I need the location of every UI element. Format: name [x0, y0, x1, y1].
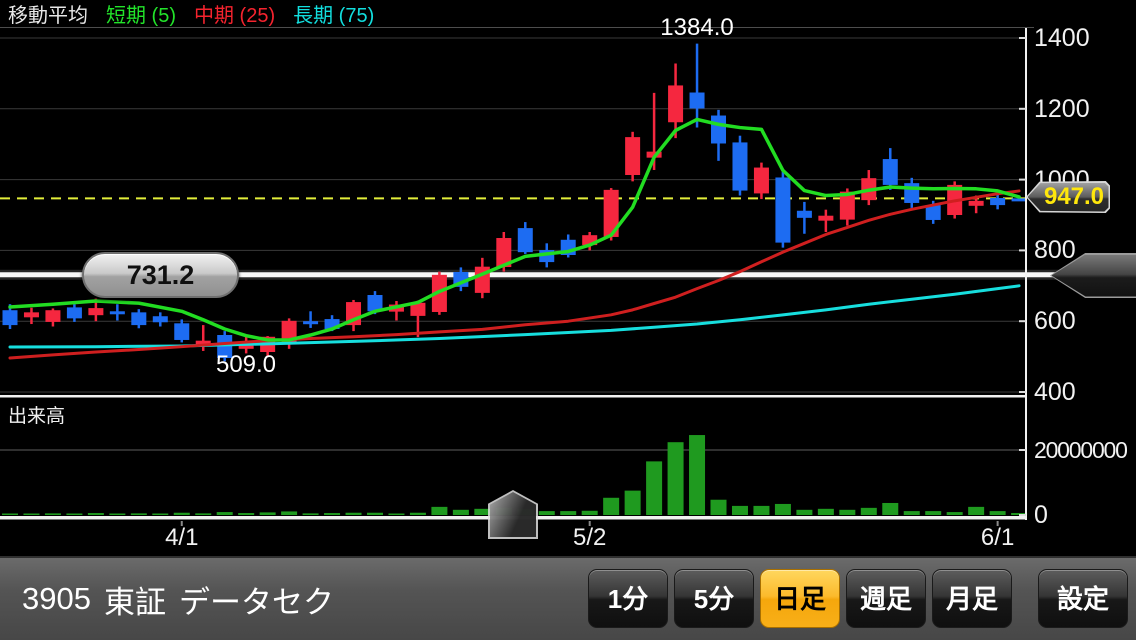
volume-pane-label: 出来高 — [8, 406, 66, 427]
y-axis-label: 1200 — [1034, 94, 1090, 123]
timeframe-button[interactable]: 月足 — [932, 569, 1012, 628]
high-price-label: 1384.0 — [660, 14, 734, 41]
legend-item-long-ma: 長期 (75) — [293, 5, 375, 27]
y-axis-label: 800 — [1034, 236, 1076, 265]
timeframe-button[interactable]: 5分 — [674, 569, 754, 628]
chart-position-handle[interactable] — [488, 490, 538, 539]
stock-title: 3905 東証 データセク — [22, 558, 334, 640]
legend-item-short-ma: 短期 (5) — [106, 5, 176, 27]
reference-price-label[interactable]: 731.2 — [82, 252, 239, 298]
legend-title: 移動平均 — [8, 5, 88, 27]
stock-exchange: 東証 — [103, 584, 166, 620]
y-axis-label: 400 — [1034, 378, 1076, 406]
x-axis-label: 5/2 — [573, 524, 607, 551]
bottom-toolbar: 3905 東証 データセク 1分 5分 日足 週足 月足 設定 — [0, 556, 1136, 640]
current-price-value: 947.0 — [1043, 183, 1105, 210]
y-axis-label: 1400 — [1034, 24, 1090, 52]
moving-average-legend: 移動平均 短期 (5) 中期 (25) 長期 (75) — [0, 0, 1034, 28]
timeframe-button[interactable]: 日足 — [760, 569, 840, 628]
timeframe-button[interactable]: 1分 — [588, 569, 668, 628]
timeframe-button[interactable]: 週足 — [846, 569, 926, 628]
y-axis-label: 600 — [1034, 307, 1076, 336]
volume-axis-label: 0 — [1034, 501, 1048, 529]
current-price-badge: 947.0 — [1026, 181, 1110, 213]
x-axis-label: 6/1 — [980, 524, 1015, 551]
reference-line-arrow-handle[interactable] — [1050, 253, 1136, 298]
timeframe-button-group: 1分 5分 日足 週足 月足 — [588, 569, 1012, 628]
legend-item-mid-ma: 中期 (25) — [194, 5, 276, 27]
x-axis-label: 4/1 — [165, 524, 199, 551]
stock-name: データセク — [178, 584, 334, 620]
candlestick-chart[interactable] — [0, 0, 1136, 556]
settings-button[interactable]: 設定 — [1038, 569, 1128, 628]
stock-code: 3905 — [22, 581, 91, 616]
volume-axis-label: 20000000 — [1034, 437, 1128, 463]
low-price-label: 509.0 — [215, 351, 277, 378]
